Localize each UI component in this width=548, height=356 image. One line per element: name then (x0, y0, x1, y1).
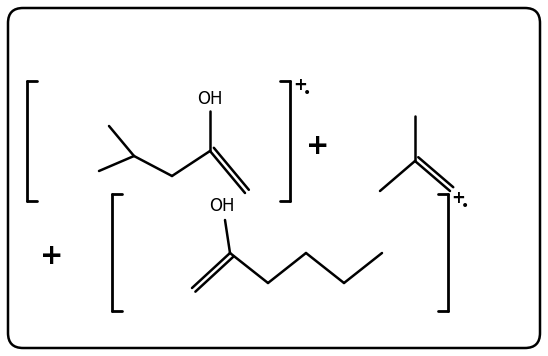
Text: •: • (303, 86, 311, 100)
Text: +: + (293, 76, 307, 94)
Text: OH: OH (197, 90, 222, 108)
Text: +: + (451, 189, 465, 207)
FancyBboxPatch shape (8, 8, 540, 348)
Text: •: • (461, 199, 469, 213)
Text: OH: OH (209, 197, 235, 215)
Text: +: + (306, 132, 330, 160)
Text: +: + (41, 242, 64, 270)
